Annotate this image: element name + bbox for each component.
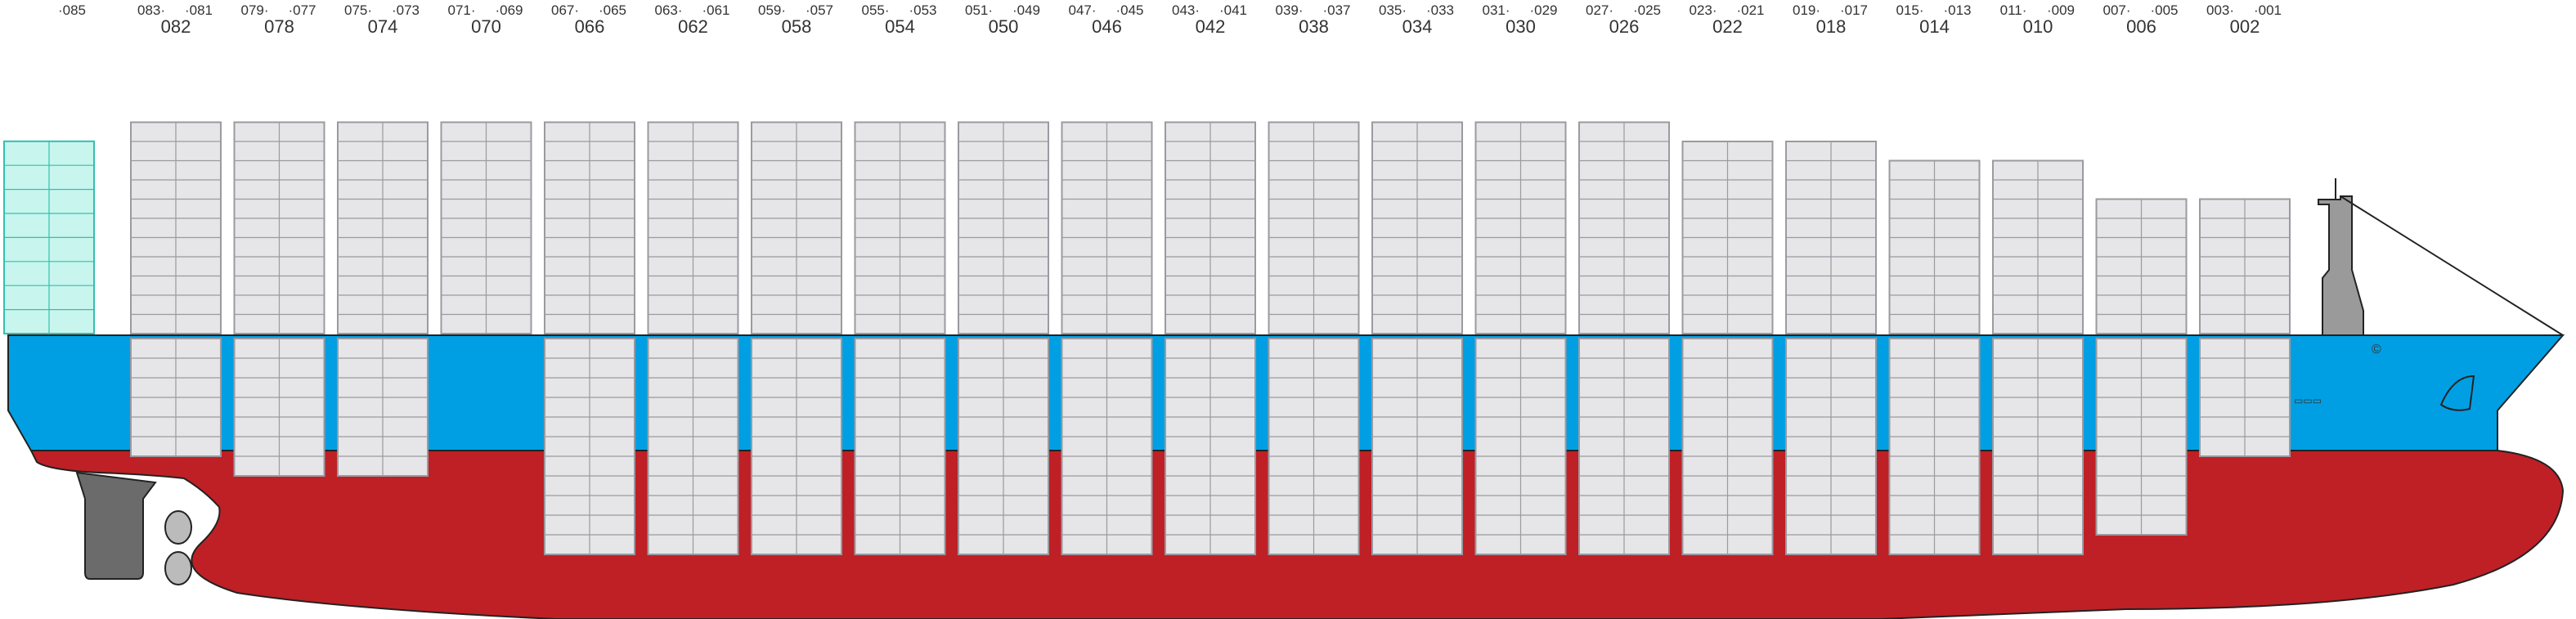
bay-label: 030 [1506,16,1536,37]
stacks [3,121,2291,555]
bay-label: 014 [1919,16,1950,37]
row-label: 083· [137,2,165,18]
row-label: ·045 [1115,2,1143,18]
row-label: ·013 [1943,2,1971,18]
row-label: 035· [1379,2,1407,18]
bay-label: 050 [989,16,1019,37]
row-label: 047· [1068,2,1096,18]
row-label: ·069 [495,2,523,18]
row-label: ·037 [1322,2,1350,18]
row-label: ·081 [185,2,213,18]
row-label: 011· [2000,2,2027,18]
bay-label: 078 [264,16,294,37]
bay-label: 010 [2023,16,2053,37]
row-label: ·017 [1840,2,1868,18]
row-label: ·049 [1012,2,1040,18]
row-label: 075· [344,2,372,18]
propeller [164,510,192,545]
row-label: ·021 [1736,2,1764,18]
bow-mark: ▭▭▭ [2294,395,2322,406]
row-label: 079· [240,2,268,18]
row-label: ·005 [2150,2,2178,18]
row-label: 059· [758,2,786,18]
bay-label: 038 [1299,16,1329,37]
row-label: 071· [447,2,475,18]
bay-label: 054 [885,16,915,37]
bay-label: 018 [1816,16,1847,37]
bow-mark: © [2372,343,2381,357]
bay-label: 026 [1609,16,1640,37]
row-label: 055· [861,2,889,18]
row-label: ·025 [1633,2,1661,18]
propeller [164,551,192,585]
row-label: ·009 [2047,2,2075,18]
row-label: ·061 [702,2,729,18]
superstructure [2318,195,2364,336]
bay-label: 034 [1402,16,1433,37]
bay-label: 062 [678,16,708,37]
row-label: 023· [1689,2,1717,18]
bay-label: 058 [782,16,812,37]
row-label: ·065 [599,2,626,18]
row-label: ·057 [806,2,833,18]
row-label: 067· [551,2,579,18]
bay-label: 002 [2230,16,2260,37]
row-label: 031· [1482,2,1510,18]
row-label: ·001 [2254,2,2282,18]
row-label: ·073 [392,2,420,18]
bay-label: 022 [1712,16,1743,37]
row-label: 043· [1172,2,1200,18]
row-label: 019· [1793,2,1820,18]
forestay [2340,195,2564,336]
row-label: 015· [1896,2,1923,18]
bay-label: 042 [1196,16,1226,37]
row-label: 039· [1275,2,1303,18]
bay-label: 066 [575,16,605,37]
row-label: 051· [965,2,993,18]
rudder [75,471,157,580]
row-label: 003· [2206,2,2234,18]
row-label: ·085 [58,2,86,18]
bay-label: 070 [471,16,501,37]
row-label: 007· [2103,2,2130,18]
bay-label: 082 [161,16,191,37]
row-label: ·041 [1219,2,1247,18]
bay-label: 046 [1092,16,1122,37]
row-label: ·077 [288,2,316,18]
bay-label: 074 [368,16,398,37]
row-label: ·029 [1529,2,1557,18]
anchor [2439,375,2475,411]
row-label: 027· [1586,2,1613,18]
row-label: 063· [654,2,682,18]
row-label: ·033 [1426,2,1454,18]
row-label: ·053 [909,2,936,18]
bay-label: 006 [2126,16,2156,37]
